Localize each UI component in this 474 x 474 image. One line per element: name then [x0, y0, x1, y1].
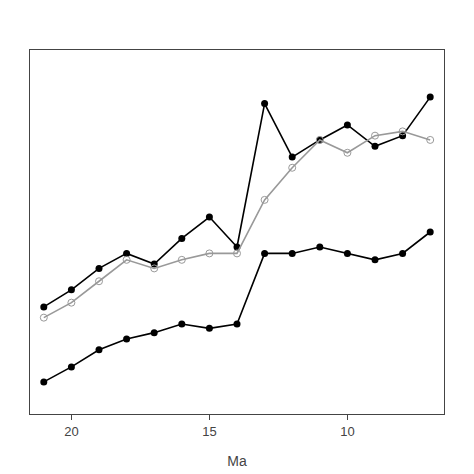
svg-text:10: 10	[340, 424, 354, 439]
svg-text:15: 15	[202, 424, 216, 439]
svg-text:Ma: Ma	[227, 453, 247, 469]
svg-text:20: 20	[64, 424, 78, 439]
